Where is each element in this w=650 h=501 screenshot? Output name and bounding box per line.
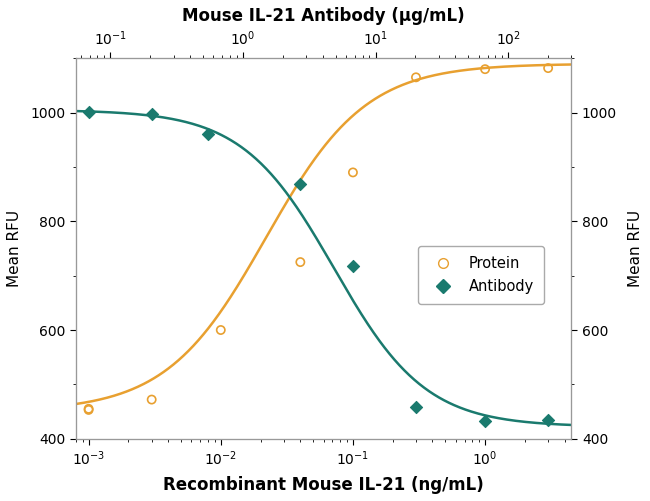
Point bbox=[543, 416, 553, 424]
Point bbox=[146, 110, 157, 118]
Point bbox=[295, 258, 306, 266]
Point bbox=[295, 180, 306, 188]
Point bbox=[83, 405, 94, 413]
Point bbox=[203, 130, 213, 138]
Point bbox=[216, 326, 226, 334]
Point bbox=[543, 64, 553, 72]
Y-axis label: Mean RFU: Mean RFU bbox=[628, 210, 643, 287]
Point bbox=[411, 403, 421, 411]
Point bbox=[83, 406, 94, 414]
X-axis label: Recombinant Mouse IL-21 (ng/mL): Recombinant Mouse IL-21 (ng/mL) bbox=[163, 476, 484, 494]
Point bbox=[480, 417, 490, 425]
Point bbox=[348, 263, 358, 271]
Point bbox=[480, 65, 490, 73]
Point bbox=[411, 73, 421, 81]
Point bbox=[348, 168, 358, 176]
Point bbox=[83, 108, 94, 116]
Y-axis label: Mean RFU: Mean RFU bbox=[7, 210, 22, 287]
Legend: Protein, Antibody: Protein, Antibody bbox=[418, 246, 544, 304]
Point bbox=[146, 396, 157, 404]
X-axis label: Mouse IL-21 Antibody (μg/mL): Mouse IL-21 Antibody (μg/mL) bbox=[182, 7, 465, 25]
